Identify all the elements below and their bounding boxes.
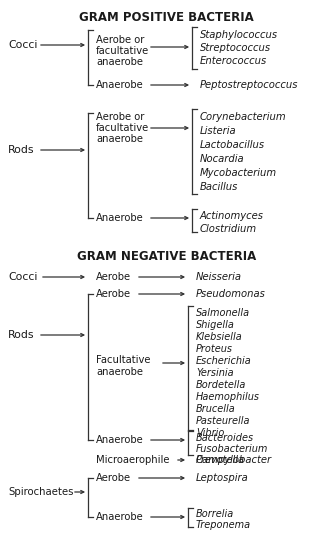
Text: Rods: Rods	[8, 330, 35, 340]
Text: Brucella: Brucella	[196, 404, 236, 414]
Text: Aerobe: Aerobe	[96, 473, 131, 483]
Text: Campylobacter: Campylobacter	[196, 455, 272, 465]
Text: Anaerobe: Anaerobe	[96, 213, 144, 223]
Text: Rods: Rods	[8, 145, 35, 155]
Text: Leptospira: Leptospira	[196, 473, 249, 483]
Text: Bacillus: Bacillus	[200, 182, 238, 192]
Text: Vibrio: Vibrio	[196, 428, 224, 438]
Text: Neisseria: Neisseria	[196, 272, 242, 282]
Text: Spirochaetes: Spirochaetes	[8, 487, 74, 497]
Text: Treponema: Treponema	[196, 520, 251, 530]
Text: Borrelia: Borrelia	[196, 509, 234, 519]
Text: Aerobe: Aerobe	[96, 289, 131, 299]
Text: Streptococcus: Streptococcus	[200, 43, 271, 53]
Text: Salmonella: Salmonella	[196, 308, 250, 318]
Text: Yersinia: Yersinia	[196, 368, 234, 378]
Text: Mycobacterium: Mycobacterium	[200, 168, 277, 178]
Text: Enterococcus: Enterococcus	[200, 56, 267, 66]
Text: Aerobe: Aerobe	[96, 272, 131, 282]
Text: Aerobe or: Aerobe or	[96, 112, 145, 122]
Text: Microaerophile: Microaerophile	[96, 455, 169, 465]
Text: anaerobe: anaerobe	[96, 367, 143, 377]
Text: Haemophilus: Haemophilus	[196, 392, 260, 402]
Text: Klebsiella: Klebsiella	[196, 332, 243, 342]
Text: Actinomyces: Actinomyces	[200, 211, 264, 221]
Text: Listeria: Listeria	[200, 126, 237, 136]
Text: Shigella: Shigella	[196, 320, 235, 330]
Text: Bordetella: Bordetella	[196, 380, 246, 390]
Text: Pseudomonas: Pseudomonas	[196, 289, 266, 299]
Text: Fusobacterium: Fusobacterium	[196, 444, 268, 454]
Text: Peptostreptococcus: Peptostreptococcus	[200, 80, 298, 90]
Text: Anaerobe: Anaerobe	[96, 80, 144, 90]
Text: Anaerobe: Anaerobe	[96, 435, 144, 445]
Text: Cocci: Cocci	[8, 40, 37, 50]
Text: Facultative: Facultative	[96, 355, 151, 365]
Text: Bacteroides: Bacteroides	[196, 433, 254, 443]
Text: Escherichia: Escherichia	[196, 356, 252, 366]
Text: facultative: facultative	[96, 46, 149, 56]
Text: Anaerobe: Anaerobe	[96, 512, 144, 522]
Text: Nocardia: Nocardia	[200, 154, 245, 164]
Text: Proteus: Proteus	[196, 344, 233, 354]
Text: Lactobacillus: Lactobacillus	[200, 140, 265, 150]
Text: Prevotella: Prevotella	[196, 455, 245, 465]
Text: anaerobe: anaerobe	[96, 57, 143, 67]
Text: Aerobe or: Aerobe or	[96, 35, 145, 45]
Text: Cocci: Cocci	[8, 272, 37, 282]
Text: GRAM POSITIVE BACTERIA: GRAM POSITIVE BACTERIA	[79, 11, 254, 24]
Text: Staphylococcus: Staphylococcus	[200, 30, 278, 40]
Text: facultative: facultative	[96, 123, 149, 133]
Text: Corynebacterium: Corynebacterium	[200, 112, 287, 122]
Text: Pasteurella: Pasteurella	[196, 416, 250, 426]
Text: GRAM NEGATIVE BACTERIA: GRAM NEGATIVE BACTERIA	[77, 250, 256, 263]
Text: anaerobe: anaerobe	[96, 134, 143, 144]
Text: Clostridium: Clostridium	[200, 224, 257, 234]
